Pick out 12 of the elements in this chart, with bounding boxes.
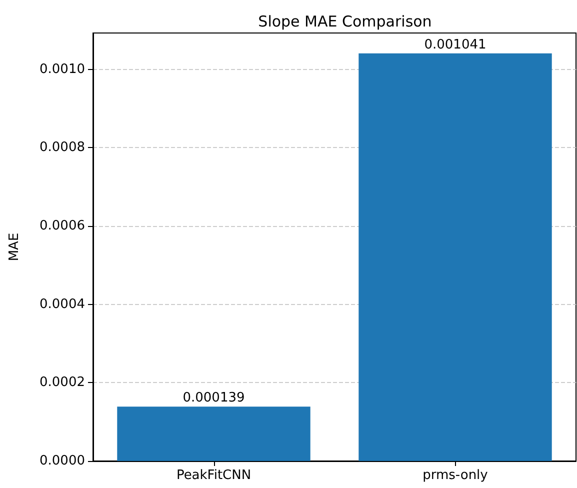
x-tick-label: PeakFitCNN <box>176 468 252 483</box>
y-tick-label: 0.0000 <box>40 454 85 468</box>
y-tick-label: 0.0002 <box>40 375 85 390</box>
y-axis-title: MAE <box>7 232 22 262</box>
data-label: 0.000139 <box>182 390 245 406</box>
y-tick-label: 0.0010 <box>40 62 85 77</box>
y-tick-label: 0.0006 <box>40 218 85 234</box>
y-tick-label: 0.0004 <box>40 296 85 312</box>
x-tick-label: prms-only <box>422 468 488 483</box>
y-tick-label: 0.0008 <box>40 140 85 156</box>
data-label: 0.001041 <box>424 37 486 52</box>
chart-title: Slope MAE Comparison <box>258 12 432 30</box>
